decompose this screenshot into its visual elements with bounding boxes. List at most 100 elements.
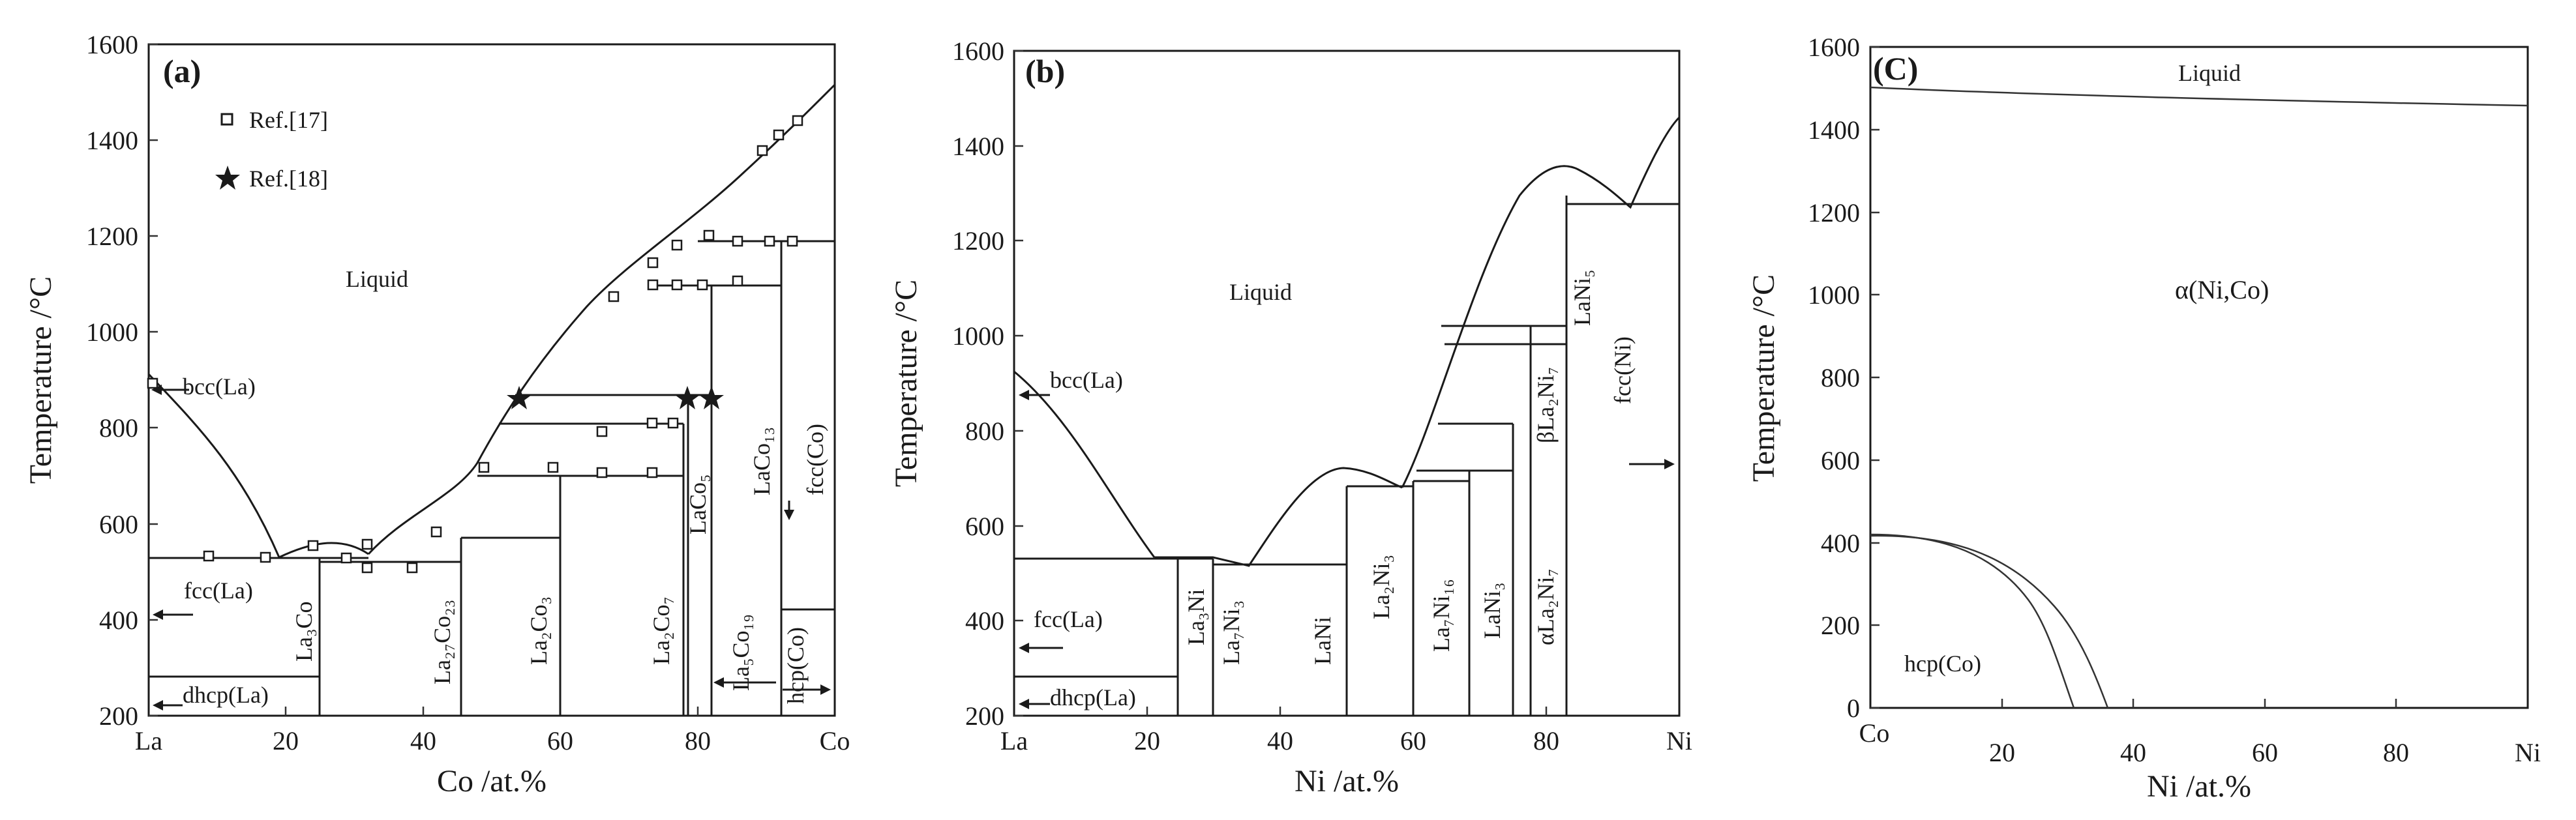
panel-a-xlabel: Co /at.% — [437, 764, 547, 798]
panel-c-ytick-1200: 1200 — [1808, 198, 1860, 227]
panel-c-ytick-800: 800 — [1821, 363, 1860, 392]
panel-a-invariant-lines — [149, 240, 835, 678]
panel-b-xtick-left: La — [1000, 726, 1028, 755]
panel-a-xtick-80: 80 — [685, 726, 711, 755]
panel-b-xtick-20: 20 — [1134, 726, 1160, 755]
panel-a-la5co19-label: La₅Co₁₉ — [728, 614, 754, 691]
panel-c-hcp-label: hcp(Co) — [1904, 651, 1981, 677]
panel-a-ytick-800: 800 — [99, 413, 138, 443]
panel-a-liquid-label: Liquid — [346, 266, 408, 292]
panel-b-ytick-200: 200 — [965, 701, 1004, 731]
panel-b-compound-lines — [1176, 196, 1568, 716]
panel-b-xlabel: Ni /at.% — [1295, 764, 1399, 798]
panel-c-axis-ticks — [1870, 46, 2397, 709]
panel-b-ylabel: Temperature /°C — [889, 280, 923, 487]
panel-c-xtick-40: 40 — [2120, 738, 2146, 767]
panel-c: 0 200 400 600 800 1000 1200 1400 1600 Co… — [1746, 33, 2541, 804]
panel-a-la2co3-label: La₂Co₃ — [526, 596, 552, 665]
panel-b-ytick-600: 600 — [965, 512, 1004, 541]
legend-ref17-label: Ref.[17] — [249, 107, 328, 133]
panel-b-fcc-label: fcc(La) — [1034, 606, 1103, 632]
panel-c-liquid-label: Liquid — [2178, 60, 2241, 86]
panel-a-laco5-label: LaCo₅ — [685, 474, 711, 534]
panel-a-fcc-co-label: fcc(Co) — [802, 424, 828, 495]
panel-c-ylabel: Temperature /°C — [1746, 274, 1781, 482]
legend-ref18-marker — [215, 166, 240, 190]
panel-b-xtick-right: Ni — [1666, 726, 1692, 755]
panel-c-ytick-1600: 1600 — [1808, 33, 1860, 62]
panel-a-ytick-1200: 1200 — [86, 222, 138, 251]
panel-b-label: (b) — [1025, 53, 1065, 89]
panel-b-la3ni-label: La₃Ni — [1183, 589, 1209, 645]
panel-c-frame — [1869, 46, 2529, 709]
panel-b-la7ni16-label: La₇Ni₁₆ — [1428, 579, 1454, 652]
panel-a-ref17-points — [147, 115, 803, 574]
panel-b-xtick-60: 60 — [1400, 726, 1426, 755]
panel-b-arrowheads — [1019, 390, 1675, 709]
panel-a-ylabel: Temperature /°C — [23, 276, 58, 484]
panel-a-fcc-label: fcc(La) — [184, 578, 253, 604]
panel-a-dhcp-label: dhcp(La) — [183, 682, 269, 708]
panel-c-xlabel: Ni /at.% — [2147, 769, 2251, 804]
panel-c-alpha-label: α(Ni,Co) — [2175, 275, 2269, 304]
panel-a: 200 400 600 800 1000 1200 1400 1600 La 2… — [23, 30, 850, 798]
panel-b-xtick-40: 40 — [1267, 726, 1293, 755]
panel-a-la27co23-label: La₂₇Co₂₃ — [429, 600, 455, 684]
panel-c-transformation-2 — [1870, 534, 2109, 709]
panel-b-bcc-label: bcc(La) — [1050, 367, 1123, 393]
panel-a-bcc-label: bcc(La) — [183, 373, 256, 400]
panel-a-yaxis-ticks — [149, 43, 699, 717]
panel-a-laco13-label: LaCo₁₃ — [749, 427, 775, 495]
panel-a-ytick-1400: 1400 — [86, 126, 138, 155]
panel-b-ytick-400: 400 — [965, 606, 1004, 636]
panel-b-xtick-80: 80 — [1533, 726, 1559, 755]
panel-c-ytick-1000: 1000 — [1808, 280, 1860, 310]
panel-c-ytick-1400: 1400 — [1808, 115, 1860, 145]
panel-c-transformation-1 — [1870, 533, 2075, 709]
panel-a-xtick-40: 40 — [410, 726, 436, 755]
panel-b-alpha-label: αLa₂Ni₇ — [1533, 568, 1559, 645]
panel-b-la2ni3-label: La₂Ni₃ — [1368, 555, 1394, 619]
panel-a-label: (a) — [163, 53, 201, 89]
panel-a-arrowheads — [151, 385, 831, 710]
panel-b-beta-label: βLa₂Ni₇ — [1533, 367, 1559, 443]
panel-a-compound-lines — [318, 241, 783, 716]
panel-c-xtick-60: 60 — [2252, 738, 2278, 767]
panel-b-ytick-1400: 1400 — [952, 132, 1004, 161]
panel-a-ytick-1600: 1600 — [86, 30, 138, 59]
panel-c-ytick-600: 600 — [1821, 446, 1860, 475]
panel-b-liquid-label: Liquid — [1229, 279, 1292, 305]
panel-c-label: (C) — [1873, 50, 1918, 87]
panel-c-liquidus — [1870, 86, 2528, 107]
panel-b-invariant-lines — [1014, 203, 1679, 678]
panel-b-liquidus-3 — [1401, 116, 1681, 488]
panel-a-liquidus-mid — [278, 542, 369, 559]
panel-b-la7ni3-label: La₇Ni₃ — [1218, 600, 1244, 665]
panel-a-liquidus-left — [147, 373, 280, 558]
panel-c-ytick-0: 0 — [1847, 694, 1860, 723]
panel-c-xtick-right: Ni — [2515, 738, 2541, 767]
legend-ref18-label: Ref.[18] — [249, 166, 328, 192]
panel-c-xtick-left: Co — [1859, 718, 1890, 748]
panel-b-liquidus-2 — [1154, 467, 1403, 567]
panel-b-ytick-800: 800 — [965, 417, 1004, 446]
panel-a-ref18-points — [507, 386, 724, 409]
panel-a-hcp-co-label: hcp(Co) — [783, 627, 809, 704]
panel-c-ytick-400: 400 — [1821, 529, 1860, 558]
panel-a-la2co7-label: La₂Co₇ — [648, 596, 674, 665]
panel-a-xtick-60: 60 — [547, 726, 573, 755]
panel-b: 200 400 600 800 1000 1200 1400 1600 La 2… — [889, 37, 1692, 798]
panel-a-ytick-200: 200 — [99, 701, 138, 731]
panel-b-arrows — [1023, 394, 1670, 705]
panel-b-ytick-1600: 1600 — [952, 37, 1004, 66]
panel-a-ytick-1000: 1000 — [86, 317, 138, 347]
panel-b-liquidus-1 — [1013, 370, 1156, 558]
panel-a-la3co-label: La₃Co — [291, 601, 317, 662]
panel-b-lani5-label: LaNi₅ — [1569, 269, 1595, 326]
panel-b-lani3-label: LaNi₃ — [1479, 582, 1505, 639]
panel-a-xtick-right: Co — [820, 726, 850, 755]
panel-c-xtick-20: 20 — [1989, 738, 2015, 767]
panel-b-fcc-ni-label: fcc(Ni) — [1610, 336, 1636, 404]
panel-b-axis-ticks — [1014, 50, 1548, 717]
